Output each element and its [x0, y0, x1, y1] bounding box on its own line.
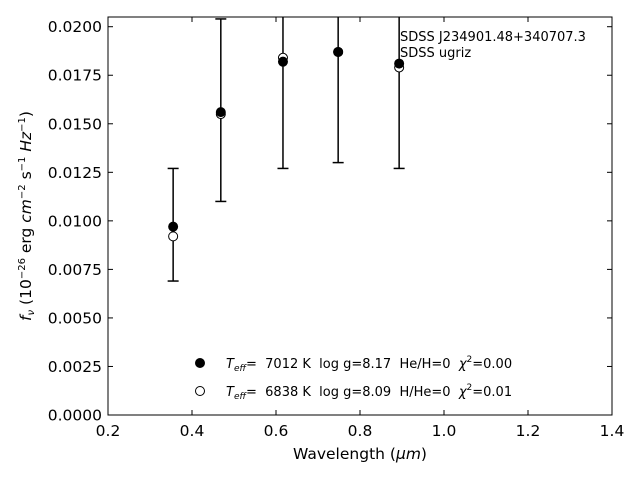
y-tick-label: 0.0200 — [48, 18, 102, 36]
y-tick-label: 0.0075 — [48, 261, 102, 279]
y-tick-label: 0.0100 — [48, 212, 102, 230]
model-point-filled — [333, 46, 344, 57]
legend-entry-1: Teff= 7012 K log g=8.17 He/H=0 χ2=0.00 — [226, 355, 512, 374]
x-tick-label: 1.2 — [516, 422, 541, 440]
model-point-open — [168, 231, 179, 242]
legend-marker-open — [195, 386, 205, 396]
y-tick-label: 0.0175 — [48, 67, 102, 85]
x-tick-label: 0.8 — [348, 422, 373, 440]
y-tick-label: 0.0150 — [48, 115, 102, 133]
y-tick-label: 0.0000 — [48, 407, 102, 425]
plot-marks — [167, 17, 405, 282]
model-point-filled — [277, 56, 288, 67]
x-axis-label: Wavelength (μm) — [293, 445, 427, 463]
x-tick-label: 1.0 — [432, 422, 457, 440]
model-point-filled — [394, 58, 405, 69]
legend-entry-2: Teff= 6838 K log g=8.09 H/He=0 χ2=0.01 — [226, 383, 512, 402]
axis-ticks: 0.2 0.4 0.6 0.8 1.0 1.2 1.4 0.0000 0.0025 0.0050 0… — [48, 17, 625, 440]
y-axis-label: fν (10−26 erg cm−2 s−1 Hz−1) — [17, 111, 37, 321]
x-tick-label: 0.6 — [264, 422, 289, 440]
legend-marker-filled — [195, 358, 205, 368]
annotation-object-name: SDSS J234901.48+340707.3 — [400, 30, 586, 45]
y-tick-label: 0.0050 — [48, 309, 102, 327]
x-tick-label: 0.2 — [96, 422, 121, 440]
model-point-filled — [215, 107, 226, 118]
legend: Teff= 7012 K log g=8.17 He/H=0 χ2=0.00 T… — [195, 355, 512, 402]
annotation-survey: SDSS ugriz — [400, 46, 471, 61]
model-point-filled — [168, 221, 179, 232]
x-tick-label: 1.4 — [600, 422, 625, 440]
y-tick-label: 0.0025 — [48, 358, 102, 376]
x-tick-label: 0.4 — [180, 422, 205, 440]
y-tick-label: 0.0125 — [48, 164, 102, 182]
